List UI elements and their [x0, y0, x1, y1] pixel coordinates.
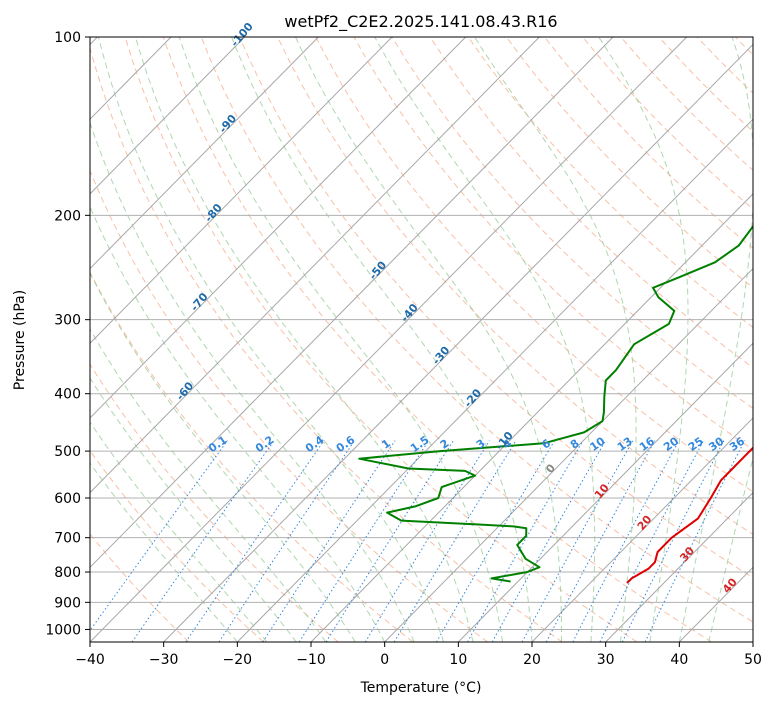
dry-adiabat	[315, 37, 753, 493]
isotherm-gridlines	[90, 37, 753, 642]
isotherm-line	[90, 37, 688, 642]
dry-adiabat	[90, 363, 339, 642]
y-tick-label: 700	[54, 531, 81, 547]
x-tick-label: −40	[75, 652, 105, 668]
isotherm-line	[90, 37, 467, 419]
mixing-ratio-line	[545, 440, 656, 642]
mixing-ratio-line	[393, 440, 517, 642]
isotherm-line	[90, 37, 246, 195]
isobar-gridlines	[90, 37, 753, 630]
dry-adiabat	[90, 46, 563, 642]
plot-frame	[89, 36, 754, 643]
isotherm-line	[90, 37, 393, 344]
dry-adiabat	[90, 169, 488, 642]
isotherm-line	[384, 267, 753, 642]
y-tick-label: 200	[54, 208, 81, 224]
moist-adiabat	[90, 272, 356, 642]
isotherm-line	[90, 37, 614, 569]
plot-background	[90, 37, 753, 642]
isotherm-line	[457, 342, 753, 642]
dry-adiabat	[277, 37, 753, 535]
moist-adiabat	[135, 37, 474, 642]
x-tick-label: 50	[744, 652, 762, 668]
mixing-ratio-line	[90, 440, 228, 632]
dry-adiabat	[353, 37, 753, 451]
mixing-ratio-line	[131, 440, 275, 642]
y-tick-label: 800	[54, 565, 81, 581]
mixing-ratio-lines	[90, 440, 746, 642]
x-tick-label: −30	[149, 652, 179, 668]
moist-adiabat	[374, 37, 596, 642]
isotherm-line	[310, 193, 753, 642]
moist-adiabat	[708, 456, 753, 642]
x-tick-label: 10	[449, 652, 467, 668]
dry-adiabat	[90, 449, 264, 642]
moist-adiabat	[98, 37, 445, 642]
sounding-series	[358, 224, 753, 584]
moist-adiabat	[90, 205, 386, 642]
y-tick-label: 400	[54, 387, 81, 403]
mixing-ratio-line	[521, 440, 634, 642]
chart-title: wetPf2_C2E2.2025.141.08.43.R16	[284, 12, 557, 32]
mixing-ratio-line	[491, 440, 607, 642]
isotherm-line	[90, 37, 319, 270]
x-tick-label: −10	[296, 652, 326, 668]
x-tick-label: 20	[523, 652, 541, 668]
moist-adiabat	[295, 37, 562, 642]
mixing-ratio-line	[644, 440, 746, 642]
y-tick-label: 600	[54, 491, 81, 507]
moist-adiabat	[90, 462, 238, 642]
moist-adiabat	[90, 421, 268, 642]
moist-adiabat	[231, 37, 533, 642]
isotherm-line	[163, 43, 753, 642]
dry-adiabat	[124, 37, 638, 642]
y-tick-label: 500	[54, 444, 81, 460]
moist-adiabat	[678, 37, 753, 642]
mixing-ratio-line	[262, 440, 396, 642]
mixing-ratio-line	[364, 440, 490, 642]
moist-adiabat	[90, 121, 415, 642]
y-tick-label: 900	[54, 595, 81, 611]
moist-adiabat	[474, 37, 637, 642]
isotherm-line	[90, 37, 540, 494]
x-axis-ticks: −40 −30 −20 −10 0 10 20 30 40 50	[75, 642, 762, 668]
dry-adiabat	[200, 37, 753, 623]
moist-adiabats	[90, 37, 753, 642]
dewpoint-profile-line	[358, 224, 753, 583]
mixing-ratio-line	[621, 440, 725, 642]
isotherm-line	[605, 491, 753, 642]
y-tick-label: 1000	[45, 622, 81, 638]
mixing-ratio-line	[325, 440, 454, 642]
isotherm-line	[531, 417, 753, 642]
y-axis-ticks: 100 200 300 400 500 600 700 800 900 1000	[45, 30, 90, 638]
y-axis-label: Pressure (hPa)	[12, 290, 28, 390]
dry-adiabat	[467, 37, 753, 329]
temperature-profile-line	[626, 446, 753, 584]
y-tick-label: 300	[54, 313, 81, 329]
isotherm-line	[236, 118, 753, 642]
y-tick-label: 100	[54, 30, 81, 46]
moist-adiabat	[178, 37, 503, 642]
dry-adiabat	[391, 37, 753, 410]
mixing-ratio-line	[435, 440, 556, 642]
x-tick-label: 30	[597, 652, 615, 668]
x-tick-label: 40	[670, 652, 688, 668]
x-tick-label: 0	[380, 652, 389, 668]
mixing-ratio-line	[218, 440, 356, 642]
mixing-ratio-line	[298, 440, 430, 642]
dry-adiabat	[239, 37, 753, 579]
moist-adiabat	[598, 37, 689, 642]
x-tick-label: −20	[223, 652, 253, 668]
x-axis-label: Temperature (°C)	[360, 680, 482, 696]
dry-adiabat	[429, 37, 753, 369]
dry-adiabat	[162, 37, 712, 642]
